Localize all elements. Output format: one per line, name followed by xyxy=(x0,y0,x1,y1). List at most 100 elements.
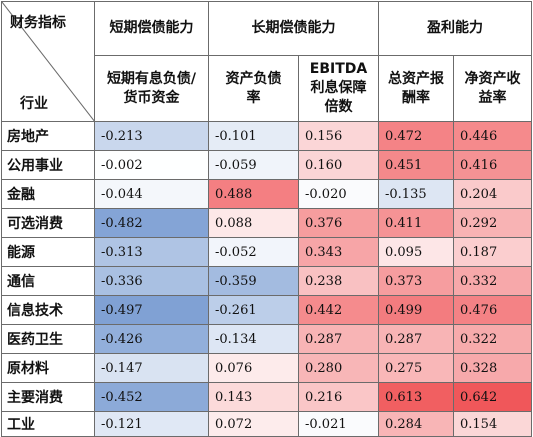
heatmap-cell: 0.143 xyxy=(208,382,299,412)
column-header-line: 倍数 xyxy=(324,99,353,115)
heatmap-cell: -0.020 xyxy=(298,179,379,209)
column-header-line: 酬率 xyxy=(402,89,430,106)
column-header: 总资产报 酬率 xyxy=(378,55,454,122)
heatmap-cell: -0.021 xyxy=(298,411,379,437)
heatmap-cell: 0.472 xyxy=(378,121,454,151)
row-label: 房地产 xyxy=(1,121,95,151)
heatmap-cell: -0.134 xyxy=(208,324,299,354)
column-header-line: 率 xyxy=(246,89,261,106)
table-row: 通信 -0.336 -0.359 0.238 0.373 0.332 xyxy=(1,266,532,296)
heatmap-body: 房地产 -0.213 -0.101 0.156 0.472 0.446 公用事业 -0.002… xyxy=(1,121,532,437)
heatmap-cell: -0.044 xyxy=(94,179,209,209)
heatmap-cell: 0.613 xyxy=(378,382,454,412)
heatmap-cell: -0.059 xyxy=(208,150,299,180)
heatmap-cell: 0.216 xyxy=(298,382,379,412)
heatmap-cell: -0.121 xyxy=(94,411,209,437)
heatmap-cell: -0.313 xyxy=(94,237,209,267)
heatmap-cell: 0.154 xyxy=(453,411,532,437)
column-header-line: 短期有息负债/ xyxy=(106,70,197,87)
heatmap-cell: -0.213 xyxy=(94,121,209,151)
heatmap-cell: 0.204 xyxy=(453,179,532,209)
table-row: 主要消费 -0.452 0.143 0.216 0.613 0.642 xyxy=(1,382,532,412)
heatmap-cell: 0.446 xyxy=(453,121,532,151)
heatmap-cell: 0.411 xyxy=(378,208,454,238)
row-label: 主要消费 xyxy=(1,382,95,412)
row-label: 工业 xyxy=(1,411,95,437)
table-row: 工业 -0.121 0.072 -0.021 0.284 0.154 xyxy=(1,411,532,437)
column-header-line: 利息保障 xyxy=(310,80,367,96)
heatmap-cell: 0.376 xyxy=(298,208,379,238)
table-row: 金融 -0.044 0.488 -0.020 -0.135 0.204 xyxy=(1,179,532,209)
heatmap-cell: -0.497 xyxy=(94,295,209,325)
heatmap-cell: 0.476 xyxy=(453,295,532,325)
heatmap-cell: -0.426 xyxy=(94,324,209,354)
heatmap-cell: 0.287 xyxy=(378,324,454,354)
heatmap-cell: -0.336 xyxy=(94,266,209,296)
table-row: 公用事业 -0.002 -0.059 0.160 0.451 0.416 xyxy=(1,150,532,180)
column-header-line: EBITDA xyxy=(309,61,368,77)
heatmap-cell: 0.160 xyxy=(298,150,379,180)
heatmap-cell: 0.322 xyxy=(453,324,532,354)
row-label: 信息技术 xyxy=(1,295,95,325)
column-header-line: 净资产收 xyxy=(464,70,521,87)
heatmap-cell: -0.135 xyxy=(378,179,454,209)
table-row: 医药卫生 -0.426 -0.134 0.287 0.287 0.322 xyxy=(1,324,532,354)
heatmap-cell: 0.275 xyxy=(378,353,454,383)
heatmap-cell: 0.416 xyxy=(453,150,532,180)
column-header: 资产负债率 xyxy=(208,55,299,122)
row-label: 可选消费 xyxy=(1,208,95,238)
heatmap-cell: -0.147 xyxy=(94,353,209,383)
heatmap-cell: 0.451 xyxy=(378,150,454,180)
heatmap-cell: -0.002 xyxy=(94,150,209,180)
heatmap-cell: -0.482 xyxy=(94,208,209,238)
heatmap-cell: -0.052 xyxy=(208,237,299,267)
column-header-line: 货币资金 xyxy=(123,89,180,106)
row-label: 通信 xyxy=(1,266,95,296)
heatmap-cell: 0.076 xyxy=(208,353,299,383)
heatmap-cell: -0.359 xyxy=(208,266,299,296)
heatmap-cell: 0.343 xyxy=(298,237,379,267)
header-corner-cell: 财务指标 行业 xyxy=(1,1,95,122)
heatmap-cell: 0.156 xyxy=(298,121,379,151)
heatmap-cell: 0.373 xyxy=(378,266,454,296)
group-header-profitability: 盈利能力 xyxy=(378,1,532,56)
heatmap-cell: 0.642 xyxy=(453,382,532,412)
row-label: 金融 xyxy=(1,179,95,209)
row-label: 能源 xyxy=(1,237,95,267)
group-header-short-term: 短期偿债能力 xyxy=(94,1,209,56)
heatmap-cell: -0.261 xyxy=(208,295,299,325)
heatmap-cell: 0.072 xyxy=(208,411,299,437)
row-label: 原材料 xyxy=(1,353,95,383)
column-header-line: 总资产报 xyxy=(388,70,444,87)
column-header: 净资产收 益率 xyxy=(453,55,532,122)
heatmap-cell: 0.095 xyxy=(378,237,454,267)
heatmap-cell: 0.499 xyxy=(378,295,454,325)
heatmap-cell: 0.088 xyxy=(208,208,299,238)
corner-diagonal-line xyxy=(2,2,95,122)
table-row: 信息技术 -0.497 -0.261 0.442 0.499 0.476 xyxy=(1,295,532,325)
heatmap-cell: 0.238 xyxy=(298,266,379,296)
heatmap-cell: 0.292 xyxy=(453,208,532,238)
column-header-line: 益率 xyxy=(478,89,507,106)
heatmap-cell: 0.280 xyxy=(298,353,379,383)
heatmap-cell: 0.488 xyxy=(208,179,299,209)
row-label: 公用事业 xyxy=(1,150,95,180)
heatmap-cell: 0.187 xyxy=(453,237,532,267)
heatmap-cell: -0.101 xyxy=(208,121,299,151)
heatmap-cell: 0.287 xyxy=(298,324,379,354)
heatmap-cell: 0.442 xyxy=(298,295,379,325)
table-row: 能源 -0.313 -0.052 0.343 0.095 0.187 xyxy=(1,237,532,267)
heatmap-cell: 0.332 xyxy=(453,266,532,296)
heatmap-cell: 0.328 xyxy=(453,353,532,383)
corner-label-indicator: 财务指标 xyxy=(10,15,66,31)
heatmap-cell: -0.452 xyxy=(94,382,209,412)
corner-label-industry: 行业 xyxy=(20,96,48,112)
table-row: 房地产 -0.213 -0.101 0.156 0.472 0.446 xyxy=(1,121,532,151)
table-row: 原材料 -0.147 0.076 0.280 0.275 0.328 xyxy=(1,353,532,383)
group-header-long-term: 长期偿债能力 xyxy=(208,1,379,56)
row-label: 医药卫生 xyxy=(1,324,95,354)
column-header-line: 资产负债 xyxy=(225,70,282,87)
table-row: 可选消费 -0.482 0.088 0.376 0.411 0.292 xyxy=(1,208,532,238)
heatmap-cell: 0.284 xyxy=(378,411,454,437)
